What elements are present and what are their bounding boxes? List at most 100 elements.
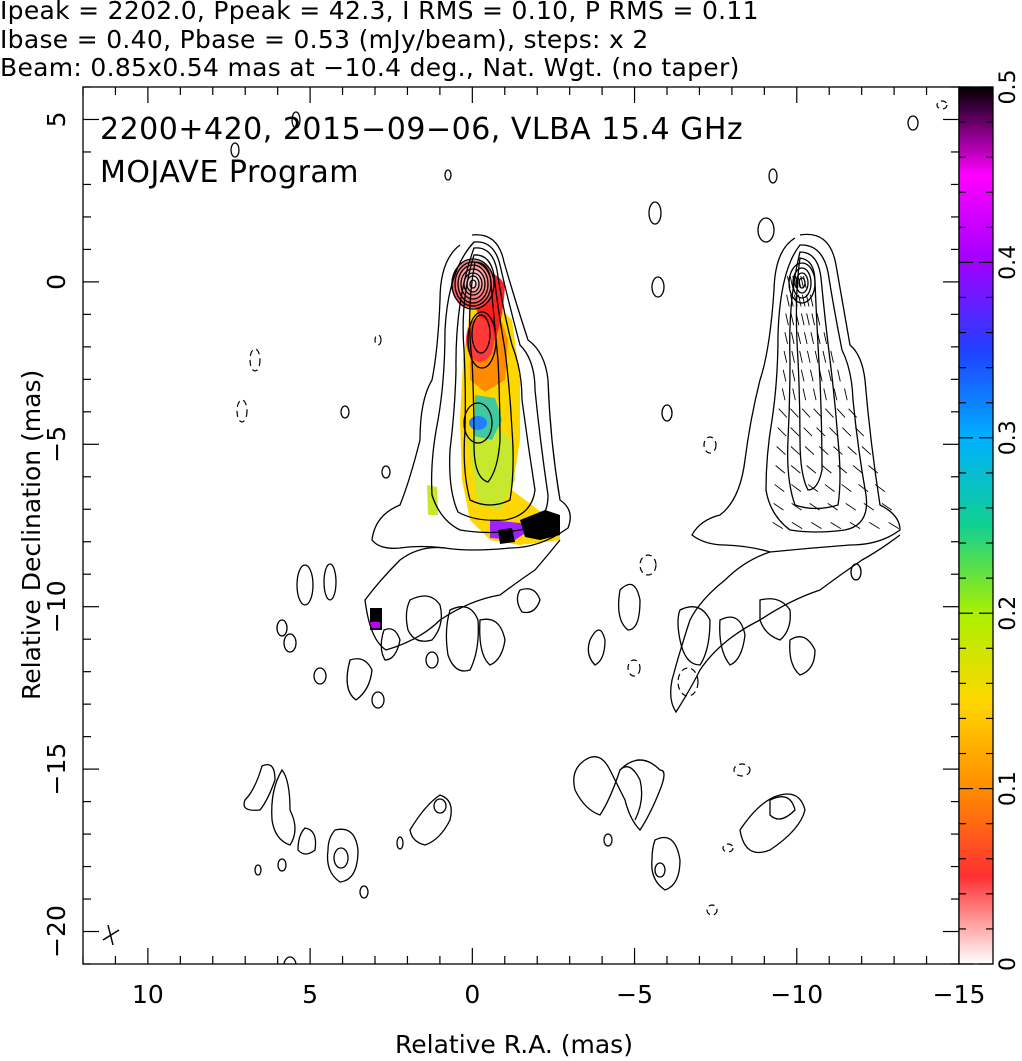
polarization-vector [807,350,811,363]
polarization-vector [805,294,810,307]
polarization-vector [824,484,835,492]
polarization-vector [847,446,857,455]
polarization-vector [819,369,823,382]
colorbar-tick-label: 0.2 [996,596,1021,631]
polarization-vector [888,521,900,530]
polarization-vector [782,369,787,382]
polarization-vector [830,521,842,530]
chart-title: 2200+420, 2015−09−06, VLBA 15.4 GHz [100,112,744,147]
header-line-1: Ipeak = 2202.0, Ppeak = 42.3, I RMS = 0.… [0,0,759,25]
polarization-vector [792,388,796,401]
colorbar-tick-label: 0.5 [996,70,1021,105]
polarization-vector [841,484,852,492]
polarization-vector [822,350,827,363]
polarization-vector [791,369,796,382]
polarization-vector [795,313,800,326]
polarization-vector [852,465,863,474]
polarization-vector [775,465,786,474]
polarization-vector [816,313,821,326]
colorbar-tick-label: 0.4 [996,245,1021,280]
polarization-vector [801,313,805,326]
colorbar-tick-label: 0 [996,957,1021,971]
polarization-vector [773,503,784,511]
polarization-vector [791,521,803,530]
polarization-vector [774,484,785,492]
polarization-panel-contours [573,217,901,891]
fractional-polarization-image [370,260,560,630]
colorbar-tick-label: 0.1 [996,771,1021,806]
polarization-vector [809,294,814,307]
polarization-vector [777,427,787,437]
polarization-vector [804,332,808,345]
polarization-vector [797,275,802,288]
polarization-vector [789,275,794,288]
polarization-vector [821,465,832,474]
y-tick-label: −20 [42,905,71,958]
polarization-vector [797,332,802,345]
polarization-vector [800,275,804,288]
polarization-vector [828,369,832,382]
polarization-vector [794,294,798,307]
polarization-vector [806,313,810,326]
polarization-vector [786,294,790,307]
polarization-vector [790,446,801,455]
polarization-vector [798,294,802,307]
polarization-vector [824,408,834,418]
polarization-vector [861,446,872,455]
polarization-vector [827,503,838,511]
polarization-vector [801,294,806,307]
polarization-vector [790,313,795,326]
polarization-vector [813,408,823,418]
polarization-vector [811,313,815,326]
polarization-vector [809,503,820,511]
y-tick-label: −10 [42,580,71,633]
polarization-vector [799,350,803,363]
polarization-vector [817,332,821,345]
polarization-vector [792,275,796,288]
polarization-vector [848,408,858,418]
polarization-vector [854,427,865,437]
y-tick-label: 5 [42,112,71,128]
polarization-vector [833,446,843,455]
polarization-vector [810,332,815,345]
y-tick-label: −15 [42,743,71,796]
polarization-vector [874,484,886,492]
polarization-vector [791,484,802,492]
polarization-vector [795,275,799,288]
polarization-vector [791,503,802,511]
polarization-vector [802,388,807,401]
polarization-vector [818,446,829,455]
polarization-vector [863,503,875,511]
polarization-vector [784,332,788,345]
x-axis: 10 5 0 −5 −10 −15 [82,87,985,1009]
y-axis-label: Relative Declination (mas) [17,369,46,700]
polarization-vector [806,465,817,474]
polarization-vector [842,427,852,437]
polarization-vector [803,427,813,437]
polarization-vector [776,446,786,455]
polarization-vector [791,350,795,363]
intensity-contours [230,111,919,964]
polarization-vector [816,427,826,437]
x-tick-label: 5 [302,980,318,1009]
polarization-vector [837,465,848,474]
polarization-vector [823,332,828,345]
polarization-vector [823,388,827,401]
colorbar-scale [958,86,994,965]
y-tick-label: 0 [42,274,71,290]
polarization-vector [787,275,791,288]
polarization-vector [830,350,834,363]
polarization-vector [829,427,839,437]
y-axis: 5 0 −5 −10 −15 −20 [42,86,959,965]
polarization-vector [801,408,811,418]
polarization-vector [790,408,799,418]
polarization-vector [836,408,846,418]
polarization-vector [833,388,838,401]
header-line-2: Ibase = 0.40, Pbase = 0.53 (mJy/beam), s… [0,25,649,54]
beam-ellipse [102,924,120,946]
polarization-vector [804,446,815,455]
y-tick-label: −5 [42,426,71,463]
x-tick-label: 10 [132,980,164,1009]
polarization-vector [811,521,822,530]
